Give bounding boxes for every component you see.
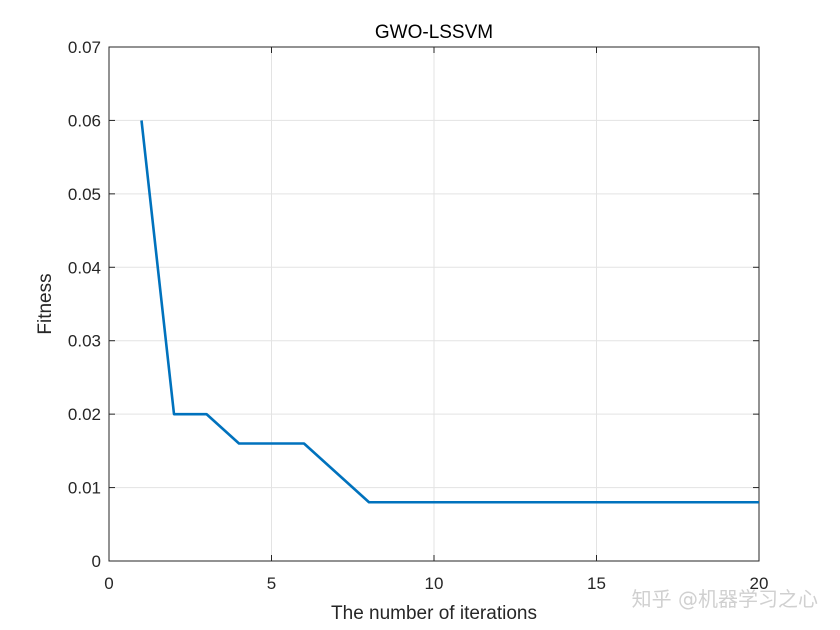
y-tick-labels: 0 0.01 0.02 0.03 0.04 0.05 0.06 0.07 [68,38,101,571]
y-axis-label: Fitness [35,273,56,334]
grid [109,47,759,561]
series [140,120,759,504]
watermark: 知乎 @机器学习之心 [632,587,818,611]
y-tick-label: 0.07 [68,38,101,57]
x-tick-label: 5 [267,574,276,593]
x-tick-label: 10 [425,574,444,593]
x-tick-label: 20 [750,574,769,593]
y-tick-label: 0.05 [68,185,101,204]
x-tick-label: 15 [587,574,606,593]
x-tick-labels: 0 5 10 15 20 [104,574,768,593]
x-tick-label: 0 [104,574,113,593]
y-tick-label: 0 [92,552,101,571]
chart-title: GWO-LSSVM [375,22,493,43]
y-tick-label: 0.04 [68,258,101,277]
y-tick-label: 0.03 [68,332,101,351]
y-tick-label: 0.02 [68,405,101,424]
fitness-series-line [140,120,759,504]
y-tick-label: 0.01 [68,479,101,498]
y-tick-label: 0.06 [68,111,101,130]
x-axis-label: The number of iterations [331,603,537,624]
ticks [108,46,760,562]
